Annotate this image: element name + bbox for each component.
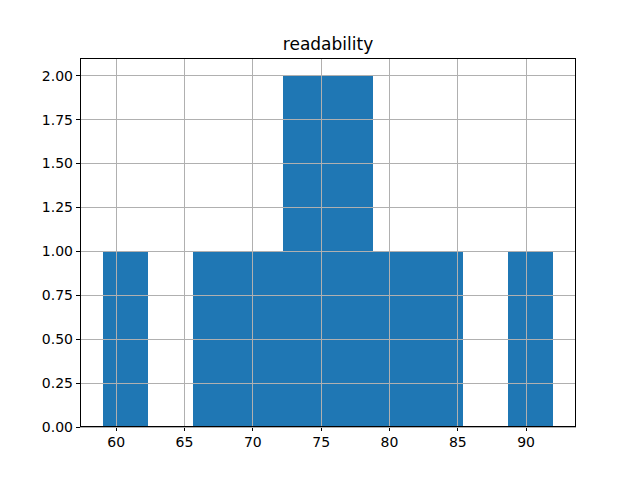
chart-title: readability <box>283 34 373 54</box>
plot-area <box>80 58 576 427</box>
gridline-vertical <box>526 58 527 427</box>
x-tick-mark <box>184 427 185 431</box>
gridline-horizontal <box>80 75 576 76</box>
gridline-vertical <box>457 58 458 427</box>
y-tick-label: 2.00 <box>42 68 73 84</box>
x-tick-mark <box>116 427 117 431</box>
histogram-figure: readability 60 65 70 75 80 85 90 0.00 0.25 0.50 0.… <box>0 0 640 480</box>
x-tick-mark <box>457 427 458 431</box>
x-tick-label: 90 <box>517 434 535 450</box>
x-tick-label: 60 <box>107 434 125 450</box>
x-tick-mark <box>389 427 390 431</box>
gridline-horizontal <box>80 383 576 384</box>
y-tick-label: 1.25 <box>42 199 73 215</box>
gridline-horizontal <box>80 427 576 428</box>
grid-layer <box>80 58 576 427</box>
x-tick-label: 85 <box>449 434 467 450</box>
gridline-vertical <box>116 58 117 427</box>
x-tick-mark <box>252 427 253 431</box>
gridline-horizontal <box>80 207 576 208</box>
gridline-horizontal <box>80 251 576 252</box>
x-tick-label: 80 <box>381 434 399 450</box>
y-tick-label: 0.50 <box>42 331 73 347</box>
x-tick-label: 70 <box>244 434 262 450</box>
gridline-horizontal <box>80 119 576 120</box>
gridline-vertical <box>321 58 322 427</box>
y-tick-label: 0.75 <box>42 287 73 303</box>
x-tick-label: 75 <box>312 434 330 450</box>
y-tick-label: 0.25 <box>42 375 73 391</box>
gridline-vertical <box>389 58 390 427</box>
x-tick-mark <box>526 427 527 431</box>
gridline-horizontal <box>80 339 576 340</box>
gridline-horizontal <box>80 295 576 296</box>
gridline-vertical <box>252 58 253 427</box>
gridline-horizontal <box>80 163 576 164</box>
gridline-vertical <box>184 58 185 427</box>
x-tick-label: 65 <box>176 434 194 450</box>
x-tick-mark <box>321 427 322 431</box>
y-tick-label: 1.00 <box>42 243 73 259</box>
y-tick-label: 1.75 <box>42 112 73 128</box>
y-tick-label: 1.50 <box>42 155 73 171</box>
y-tick-label: 0.00 <box>42 419 73 435</box>
